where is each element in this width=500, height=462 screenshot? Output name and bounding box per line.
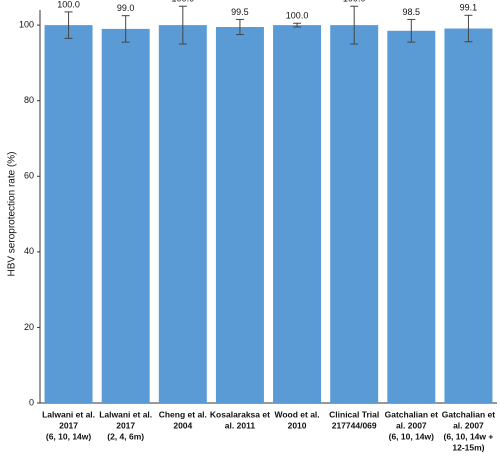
y-tick-label: 40 (24, 246, 34, 256)
y-tick-label: 0 (29, 397, 34, 407)
bar (101, 28, 150, 404)
x-tick-label: (2, 4, 6m) (107, 431, 144, 441)
x-tick-label: 12-15m) (452, 442, 484, 452)
value-label: 100.0 (343, 0, 366, 4)
x-tick-label: (6, 10, 14w) (389, 431, 435, 441)
bar (330, 25, 379, 403)
x-tick-label: (6, 10, 14w) (46, 431, 92, 441)
y-tick-label: 80 (24, 95, 34, 105)
bar (387, 30, 436, 403)
x-tick-label: Lalwani et al. (42, 409, 95, 419)
value-label: 100.0 (286, 11, 309, 21)
x-tick-label: 2010 (288, 420, 307, 430)
x-tick-label: al. 2007 (453, 420, 484, 430)
x-tick-label: (6, 10, 14w + (444, 431, 494, 441)
x-tick-label: Clinical Trial (329, 409, 379, 419)
x-tick-label: Kosalaraksa et (210, 409, 270, 419)
x-tick-label: al. 2011 (225, 420, 256, 430)
x-tick-label: 2004 (173, 420, 192, 430)
x-tick-label: al. 2007 (396, 420, 427, 430)
bar (273, 25, 322, 403)
value-label: 99.5 (231, 7, 249, 17)
x-tick-label: Wood et al. (274, 409, 319, 419)
value-label: 99.1 (460, 3, 478, 13)
value-label: 99.0 (117, 3, 135, 13)
x-tick-label: Cheng et al. (159, 409, 207, 419)
bar (158, 25, 207, 403)
bar (444, 28, 493, 403)
x-tick-label: Gatchalian et (385, 409, 439, 419)
x-tick-label: 217744/069 (332, 420, 377, 430)
bar (215, 27, 264, 403)
y-axis-label: HBV seroprotection rate (%) (7, 151, 18, 276)
value-label: 100.0 (57, 0, 80, 9)
value-label: 100.0 (172, 0, 195, 4)
bar (44, 25, 93, 403)
y-tick-label: 100 (19, 19, 34, 29)
x-tick-label: 2017 (116, 420, 135, 430)
value-label: 98.5 (403, 7, 421, 17)
y-tick-label: 60 (24, 171, 34, 181)
x-tick-label: 2017 (59, 420, 78, 430)
y-tick-label: 20 (24, 322, 34, 332)
x-tick-label: Gatchalian et (442, 409, 496, 419)
x-tick-label: Lalwani et al. (99, 409, 152, 419)
